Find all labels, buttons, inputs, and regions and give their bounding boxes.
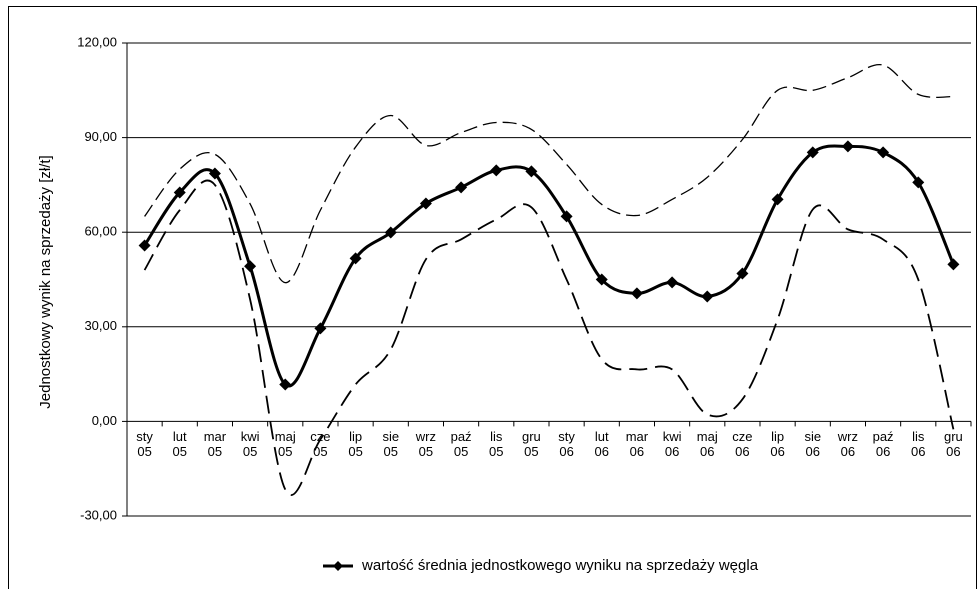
y-tick-label: 120,00 <box>77 34 117 49</box>
x-tick-label: kwi 05 <box>240 429 260 460</box>
x-tick-label: lut 06 <box>594 429 609 460</box>
data-marker <box>912 176 925 189</box>
series-line <box>143 179 955 496</box>
data-marker <box>630 287 643 300</box>
x-tick-label: sty 05 <box>136 429 153 460</box>
x-tick-label: lip 06 <box>770 429 785 460</box>
x-tick-label: lip 05 <box>348 429 363 460</box>
series-line <box>143 144 955 388</box>
data-marker <box>560 210 573 223</box>
data-marker <box>806 146 819 159</box>
data-marker <box>666 276 679 289</box>
data-marker <box>701 290 714 303</box>
data-marker <box>877 146 890 159</box>
x-tick-label: maj 05 <box>274 429 296 460</box>
x-tick-label: gru 06 <box>944 429 963 460</box>
y-tick-label: 60,00 <box>84 224 117 239</box>
data-marker <box>490 164 503 177</box>
data-marker <box>455 181 468 194</box>
data-marker <box>595 273 608 286</box>
x-tick-label: lut 05 <box>172 429 187 460</box>
y-tick-label: 90,00 <box>84 129 117 144</box>
x-tick-label: mar 06 <box>625 429 649 460</box>
y-tick-label: 30,00 <box>84 318 117 333</box>
data-marker <box>736 267 749 280</box>
data-marker <box>208 167 221 180</box>
x-tick-label: cze 06 <box>732 429 753 460</box>
x-tick-label: cze 05 <box>310 429 331 460</box>
data-marker <box>947 258 960 271</box>
data-marker <box>419 197 432 210</box>
x-tick-label: paź 05 <box>450 429 472 460</box>
y-axis-label: Jednostkowy wynik na sprzedaży [zł/t] <box>37 155 54 408</box>
data-marker <box>384 226 397 239</box>
data-marker <box>841 140 854 153</box>
data-marker <box>349 252 362 265</box>
chart-border <box>8 6 977 589</box>
legend-marker <box>333 561 343 571</box>
data-marker <box>244 260 257 273</box>
x-tick-label: paź 06 <box>872 429 894 460</box>
data-marker <box>138 239 151 252</box>
x-tick-label: mar 05 <box>203 429 227 460</box>
data-marker <box>314 322 327 335</box>
x-tick-label: sie 06 <box>804 429 822 460</box>
y-tick-label: 0,00 <box>92 413 117 428</box>
x-tick-label: sty 06 <box>558 429 575 460</box>
x-tick-label: kwi 06 <box>662 429 682 460</box>
series-line <box>144 63 954 284</box>
x-tick-label: maj 06 <box>696 429 718 460</box>
data-marker <box>525 165 538 178</box>
x-tick-label: wrz 05 <box>415 429 437 460</box>
x-tick-label: lis 05 <box>489 429 504 460</box>
x-tick-label: gru 05 <box>522 429 541 460</box>
x-tick-label: sie 05 <box>382 429 400 460</box>
data-marker <box>173 186 186 199</box>
x-tick-label: lis 06 <box>911 429 926 460</box>
data-marker <box>771 193 784 206</box>
x-tick-label: wrz 06 <box>837 429 859 460</box>
y-tick-label: -30,00 <box>80 507 117 522</box>
legend-label: wartość średnia jednostkowego wyniku na … <box>361 557 759 574</box>
data-marker <box>279 378 292 391</box>
